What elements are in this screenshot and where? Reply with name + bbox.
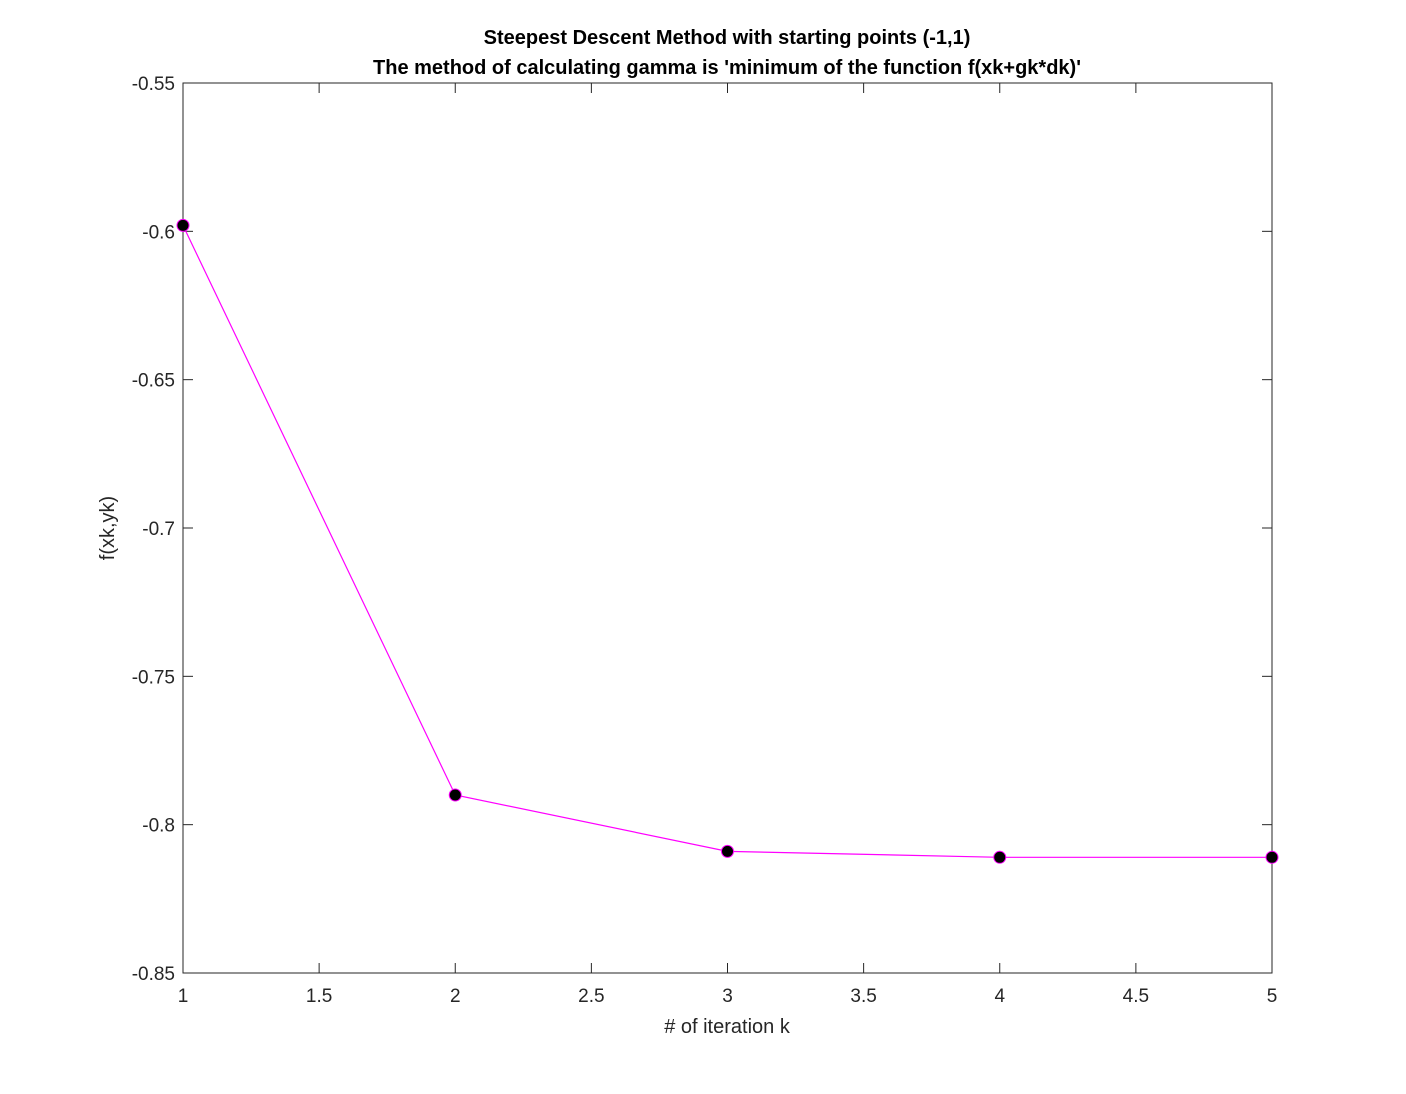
data-point [993, 850, 1007, 864]
y-tick-label: -0.8 [142, 816, 175, 837]
x-tick-label: 5 [1267, 986, 1278, 1007]
y-tick-label: -0.55 [132, 74, 175, 95]
y-tick-label: -0.6 [142, 222, 175, 243]
chart-title: Steepest Descent Method with starting po… [484, 27, 971, 49]
x-tick-label: 2.5 [578, 986, 604, 1007]
ticks [182, 82, 1273, 974]
y-tick-label: -0.75 [132, 667, 175, 688]
data-point [176, 218, 190, 232]
axes-box [182, 82, 1273, 974]
x-tick-label: 3 [722, 986, 733, 1007]
plot-area: 1 1.5 2 2.5 3 3.5 4 4.5 5 -0.85 -0.8 -0.75 -0.7 -0.65… [132, 74, 1279, 1007]
y-tick-label: -0.65 [132, 371, 175, 392]
series-layer [176, 218, 1279, 864]
y-axis-label: f(xk,yk) [97, 496, 119, 560]
tick-labels: 1 1.5 2 2.5 3 3.5 4 4.5 5 -0.85 -0.8 -0.75 -0.7 -0.65… [132, 74, 1278, 1007]
data-point [1265, 850, 1279, 864]
data-point [448, 788, 462, 802]
x-axis-label: # of iteration k [664, 1016, 791, 1038]
x-tick-label: 4 [994, 986, 1005, 1007]
x-tick-label: 3.5 [850, 986, 876, 1007]
y-tick-label: -0.85 [132, 964, 175, 985]
x-tick-label: 1 [178, 986, 189, 1007]
x-tick-label: 1.5 [306, 986, 332, 1007]
data-point [721, 844, 734, 858]
y-tick-label: -0.7 [142, 519, 175, 540]
x-tick-label: 4.5 [1123, 986, 1149, 1007]
x-tick-label: 2 [450, 986, 461, 1007]
chart-subtitle: The method of calculating gamma is 'mini… [373, 57, 1081, 79]
